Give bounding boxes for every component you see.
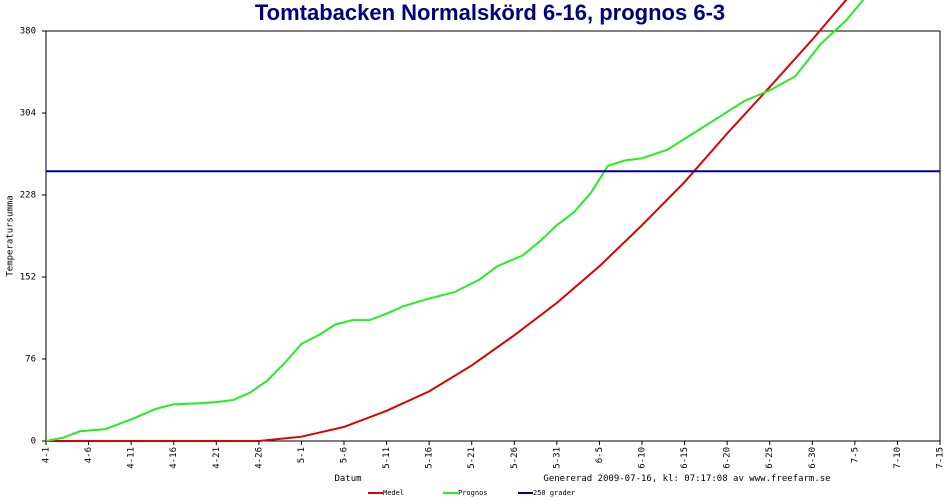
x-tick-label: 4-6 [84,447,94,463]
x-tick-label: 7-5 [850,447,860,463]
x-tick-label: 5-31 [552,447,562,469]
y-tick-label: 228 [20,191,36,201]
x-tick-label: 6-5 [595,447,605,463]
y-tick-label: 152 [20,273,36,283]
series-line [46,0,848,442]
x-tick-label: 5-21 [467,447,477,469]
legend-label: Medel [383,489,404,497]
x-tick-label: 7-15 [936,447,946,469]
x-tick-label: 6-15 [680,447,690,469]
x-tick-label: 6-10 [638,447,648,469]
x-tick-label: 5-6 [340,447,350,463]
plot [46,0,940,442]
x-tick-label: 4-16 [169,447,179,469]
x-tick-label: 5-11 [382,447,392,469]
y-tick-label: 304 [20,109,36,119]
x-axis-label: Datum [334,474,361,484]
x-tick-label: 6-25 [765,447,775,469]
chart-title: Tomtabacken Normalskörd 6-16, prognos 6-… [255,0,725,25]
x-tick-label: 5-26 [510,447,520,469]
x-tick-label: 7-10 [893,447,903,469]
x-tick-label: 6-20 [723,447,733,469]
x-tick-label: 5-16 [425,447,435,469]
y-tick-label: 380 [20,27,36,37]
legend-label: 250 grader [533,489,575,497]
series-line [46,0,865,442]
legend-label: Prognos [458,489,488,497]
x-tick-label: 5-1 [297,447,307,463]
x-tick-label: 4-21 [212,447,222,469]
x-tick-label: 4-11 [127,447,137,469]
x-tick-label: 4-26 [254,447,264,469]
y-tick-label: 0 [31,437,36,447]
x-tick-label: 4-1 [42,447,52,463]
plot-frame [45,30,941,442]
footnote: Genererad 2009-07-16, kl: 07:17:08 av ww… [543,474,830,484]
y-axis-label: Temperatursumma [6,195,16,276]
x-tick-label: 6-30 [808,447,818,469]
y-tick-label: 76 [25,355,36,365]
